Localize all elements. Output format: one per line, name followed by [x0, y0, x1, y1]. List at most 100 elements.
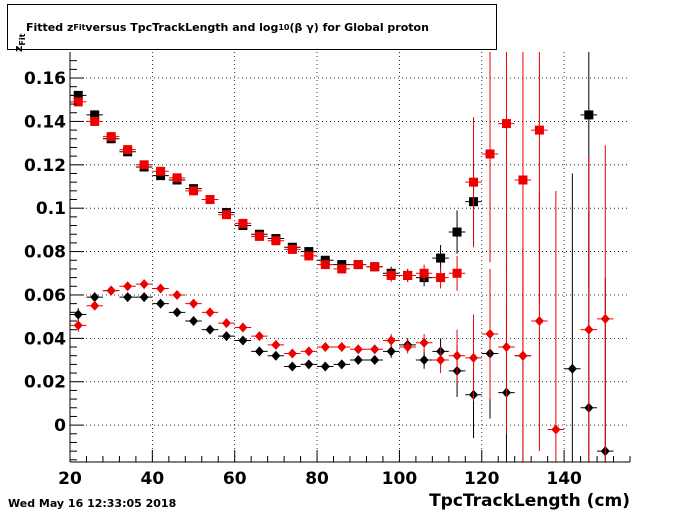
data-point-diamond [534, 315, 544, 326]
data-point-square [287, 244, 297, 254]
data-point-square [534, 125, 544, 135]
data-point-diamond [485, 329, 495, 340]
x-tick-label: 20 [58, 469, 82, 489]
data-point-diamond [452, 350, 462, 361]
data-point-square [436, 253, 446, 263]
data-point-diamond [73, 309, 83, 320]
data-point-square [518, 175, 528, 185]
data-point-diamond [436, 355, 446, 366]
y-tick-label: 0.14 [24, 112, 66, 132]
data-point-square [73, 97, 83, 107]
data-point-diamond [205, 307, 215, 318]
x-tick-label: 60 [223, 469, 247, 489]
data-point-square [485, 149, 495, 159]
data-point-diamond [419, 337, 429, 348]
data-point-diamond [90, 300, 100, 311]
grid-lines [69, 52, 630, 462]
data-point-diamond [254, 346, 264, 357]
x-tick-label: 40 [141, 469, 165, 489]
data-point-diamond [73, 320, 83, 331]
data-point-square [123, 145, 133, 155]
data-point-diamond [139, 279, 149, 290]
data-point-diamond [287, 348, 297, 359]
data-point-diamond [221, 331, 231, 342]
data-point-diamond [353, 344, 363, 355]
data-point-diamond [172, 307, 182, 318]
data-point-square [172, 173, 182, 183]
data-point-diamond [304, 346, 314, 357]
y-axis-label: zFit [12, 33, 28, 52]
chart-title: Fitted z Fit versus TpcTrackLength and lo… [7, 4, 497, 50]
data-point-square [469, 177, 479, 187]
data-point-diamond [386, 335, 396, 346]
data-point-diamond [501, 342, 511, 353]
y-tick-label: 0.06 [24, 286, 66, 306]
title-prefix: Fitted z [26, 20, 74, 34]
data-point-square [106, 132, 116, 142]
data-point-diamond [304, 359, 314, 370]
title-log-sub: 10 [278, 22, 290, 32]
data-point-square [254, 231, 264, 241]
data-point-diamond [90, 292, 100, 303]
data-point-square [238, 218, 248, 228]
title-suffix: (β γ) for Global proton [289, 20, 429, 34]
y-tick-label: 0.16 [24, 69, 66, 89]
x-tick-label: 80 [305, 469, 329, 489]
data-point-square [221, 210, 231, 220]
data-point-square [386, 270, 396, 280]
data-point-square [370, 262, 380, 272]
data-point-diamond [600, 313, 610, 324]
data-point-diamond [189, 315, 199, 326]
data-point-diamond [106, 285, 116, 296]
data-point-diamond [518, 350, 528, 361]
data-point-diamond [287, 361, 297, 372]
data-point-diamond [567, 363, 577, 374]
y-tick-label: 0.08 [24, 243, 66, 263]
data-point-square [189, 186, 199, 196]
data-point-diamond [205, 324, 215, 335]
data-point-diamond [123, 281, 133, 292]
datestamp: Wed May 16 12:33:05 2018 [8, 497, 177, 510]
x-axis-title: TpcTrackLength (cm) [429, 491, 630, 511]
title-middle: versus TpcTrackLength and log [85, 20, 279, 34]
data-point-diamond [271, 339, 281, 350]
data-point-square [353, 260, 363, 270]
data-point-diamond [386, 346, 396, 357]
y-tick-label: 0.12 [24, 156, 66, 176]
data-point-square [304, 251, 314, 261]
data-point-diamond [238, 335, 248, 346]
data-points [70, 52, 614, 462]
data-point-diamond [254, 331, 264, 342]
data-point-diamond [238, 322, 248, 333]
data-point-square [403, 270, 413, 280]
x-tick-label: 100 [382, 469, 418, 489]
data-point-diamond [172, 289, 182, 300]
data-point-diamond [469, 352, 479, 363]
axes: 20 40 60 80 100 120 140 0 0.02 0.04 0.06 0.08 0.1 0.1… [24, 52, 631, 489]
y-tick-label: 0.02 [24, 373, 66, 393]
data-point-square [419, 268, 429, 278]
y-tick-label: 0 [54, 416, 66, 436]
data-point-square [90, 110, 100, 120]
data-point-diamond [584, 324, 594, 335]
data-point-diamond [123, 292, 133, 303]
data-point-diamond [139, 292, 149, 303]
data-point-diamond [271, 350, 281, 361]
y-tick-label: 0.04 [24, 329, 66, 349]
x-tick-label: 120 [464, 469, 500, 489]
data-point-diamond [320, 361, 330, 372]
data-point-diamond [403, 342, 413, 353]
data-point-diamond [370, 355, 380, 366]
data-point-square [139, 160, 149, 170]
data-point-diamond [551, 424, 561, 435]
data-point-square [205, 195, 215, 205]
data-point-diamond [189, 298, 199, 309]
data-point-diamond [320, 342, 330, 353]
y-tick-label: 0.1 [36, 199, 66, 219]
data-point-square [452, 227, 462, 237]
data-point-diamond [337, 359, 347, 370]
x-tick-label: 140 [546, 469, 582, 489]
data-point-square [436, 273, 446, 283]
data-point-square [271, 236, 281, 246]
